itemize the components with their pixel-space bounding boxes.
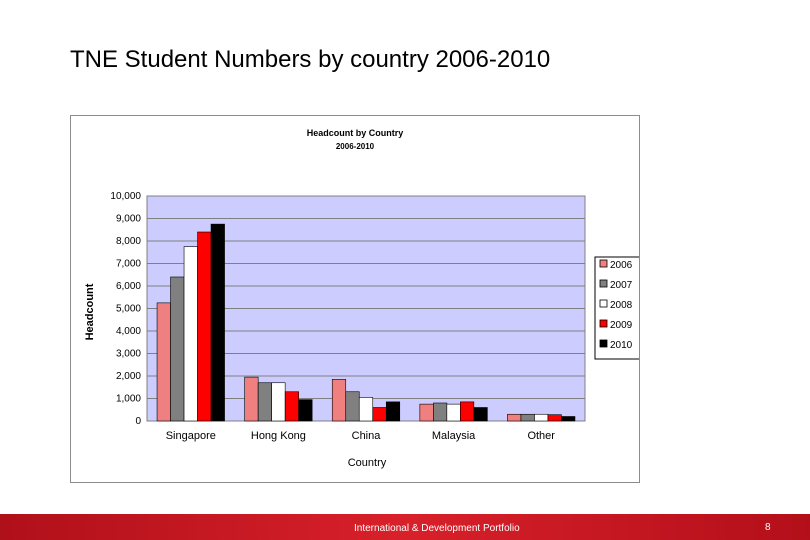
bar-2006-other [507,413,522,422]
x-tick-label: China [352,430,382,442]
y-tick-label: 2,000 [116,371,141,382]
y-tick-label: 4,000 [116,326,141,337]
legend-swatch-2007 [599,279,608,288]
bar-2007-china [345,391,360,422]
bar-2010-singapore [210,223,225,422]
bar-2009-hong-kong [284,391,299,422]
legend-swatch-2008 [599,299,608,308]
legend-label: 2006 [610,260,633,271]
bar-2007-other [520,413,535,422]
y-axis-label: Headcount [84,283,96,340]
bar-2006-malaysia [419,403,434,422]
bar-2007-singapore [170,276,185,422]
y-tick-label: 1,000 [116,394,141,405]
bar-2008-china [358,397,374,422]
bar-2009-malaysia [460,401,475,422]
bar-2009-china [372,407,387,422]
y-tick-label: 10,000 [110,191,141,202]
y-tick-label: 9,000 [116,214,141,225]
legend-swatch-2009 [599,319,608,328]
page-number: 8 [765,522,771,533]
bar-2009-other [547,414,562,422]
footer-text: International & Development Portfolio [354,523,520,534]
bar-2007-hong-kong [257,382,272,422]
footer-bar: International & Development Portfolio 8 [0,514,810,540]
legend-label: 2007 [610,280,633,291]
chart-frame: Headcount by Country 2006-2010 0 1,000 2,0… [70,115,640,483]
chart-subtitle: 2006-2010 [336,142,375,151]
x-axis: Singapore Hong Kong China Malaysia Other [166,430,556,442]
bar-2007-malaysia [433,402,448,422]
y-tick-label: 8,000 [116,236,141,247]
y-tick-label: 3,000 [116,349,141,360]
bar-2010-china [385,401,401,422]
y-tick-label: 6,000 [116,281,141,292]
legend-label: 2008 [610,300,633,311]
legend-label: 2010 [610,340,633,351]
bar-2008-singapore [183,246,198,422]
x-tick-label: Hong Kong [251,430,306,442]
legend-swatch-2006 [599,259,608,268]
bars [156,223,576,422]
x-tick-label: Other [527,430,555,442]
x-axis-label: Country [348,457,387,469]
bar-2008-hong-kong [271,382,286,422]
headcount-chart: Headcount by Country 2006-2010 0 1,000 2,0… [84,128,639,469]
slide-title: TNE Student Numbers by country 2006-2010 [70,46,551,73]
bar-2006-china [331,379,347,422]
chart-title: Headcount by Country [307,128,404,138]
legend: 2006 2007 2008 2009 2010 [594,256,639,360]
bar-2006-hong-kong [244,376,259,422]
bar-2009-singapore [197,231,212,422]
y-tick-label: 0 [135,416,141,427]
bar-2010-other [561,416,576,422]
bar-2008-malaysia [446,403,461,422]
y-tick-label: 5,000 [116,304,141,315]
legend-swatch-2010 [599,339,608,348]
bar-2008-other [534,413,549,422]
bar-2010-hong-kong [298,399,313,422]
y-axis: 0 1,000 2,000 3,000 4,000 5,000 6,000 7,000 8,00… [110,191,141,427]
bar-2006-singapore [156,302,171,422]
bar-2010-malaysia [473,407,488,422]
x-tick-label: Malaysia [432,430,476,442]
y-tick-label: 7,000 [116,259,141,270]
legend-label: 2009 [610,320,633,331]
x-tick-label: Singapore [166,430,216,442]
